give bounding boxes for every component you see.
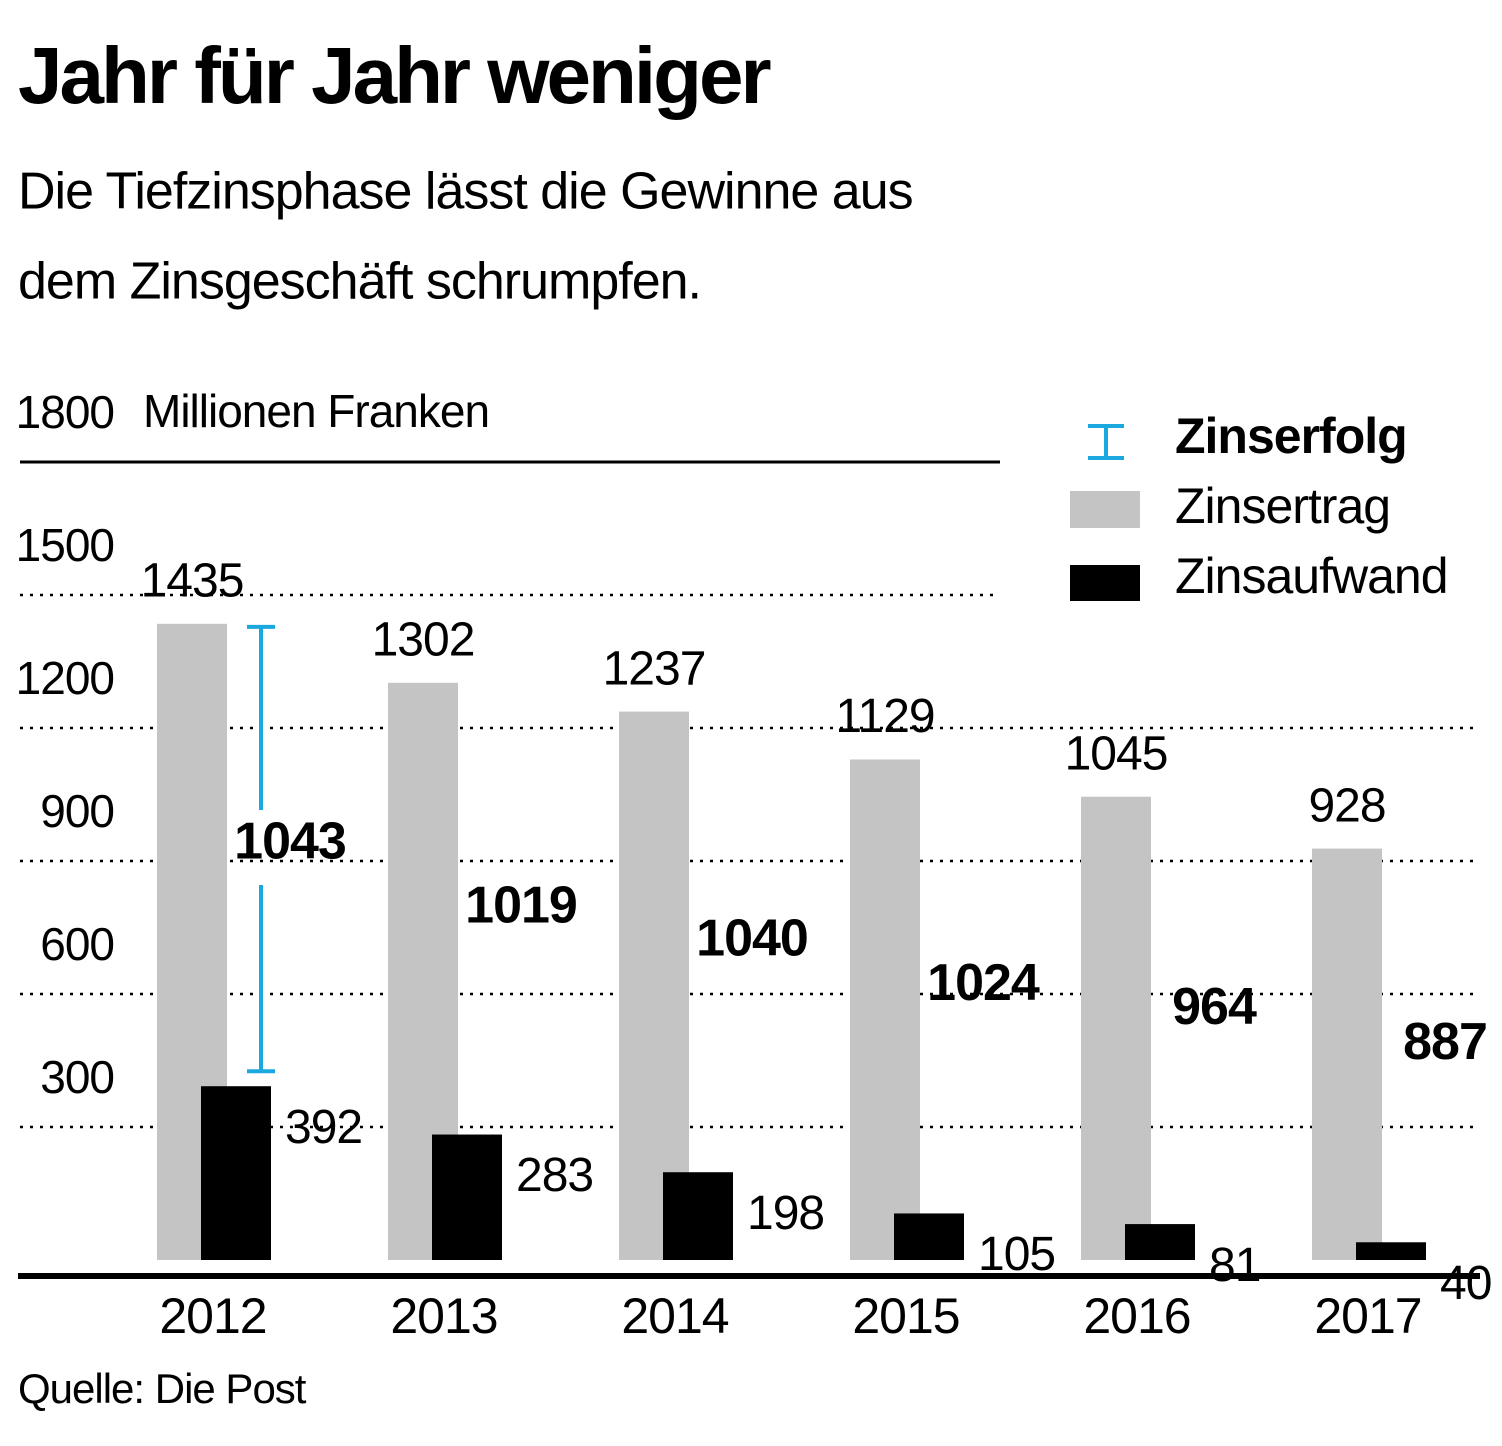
value-label: 1045 — [1065, 727, 1168, 780]
value-label: 392 — [285, 1101, 362, 1154]
bar — [201, 1086, 271, 1260]
x-tick-label: 2014 — [621, 1288, 728, 1344]
bar — [1356, 1242, 1426, 1260]
bar — [894, 1213, 964, 1260]
legend-swatch — [1070, 565, 1140, 601]
y-tick-label: 1200 — [16, 652, 114, 704]
y-axis-unit: Millionen Franken — [143, 385, 489, 437]
value-label: 1129 — [835, 690, 934, 743]
bar — [663, 1172, 733, 1260]
value-label: 1024 — [927, 954, 1040, 1012]
x-tick-label: 2015 — [852, 1288, 959, 1344]
value-label: 1043 — [234, 813, 346, 871]
chart-title: Jahr für Jahr weniger — [18, 31, 770, 120]
value-label: 1040 — [696, 910, 808, 968]
value-label: 40 — [1440, 1257, 1491, 1310]
y-tick-label: 900 — [40, 785, 114, 837]
value-label: 105 — [978, 1228, 1055, 1281]
value-label: 928 — [1308, 779, 1385, 832]
value-label: 198 — [747, 1187, 824, 1240]
y-tick-label: 1800 — [16, 386, 114, 438]
bar — [1312, 848, 1382, 1260]
legend-label: Zinsertrag — [1175, 478, 1390, 534]
y-tick-label: 1500 — [16, 519, 114, 571]
value-label: 283 — [516, 1149, 593, 1202]
value-label: 1435 — [141, 554, 244, 607]
source: Quelle: Die Post — [18, 1365, 307, 1412]
bracket — [247, 624, 275, 1074]
bar — [850, 759, 920, 1260]
chart-subtitle: Die Tiefzinsphase lässt die Gewinne aus — [18, 163, 913, 221]
legend-swatch — [1070, 491, 1140, 528]
value-label: 1302 — [372, 613, 475, 666]
value-label: 1019 — [465, 876, 577, 934]
value-label: 964 — [1172, 978, 1257, 1036]
value-label: 81 — [1209, 1239, 1260, 1292]
legend-icon — [1088, 424, 1124, 460]
x-tick-label: 2013 — [390, 1288, 497, 1344]
y-tick-label: 300 — [40, 1051, 114, 1103]
value-label: 1237 — [603, 642, 706, 695]
bar — [432, 1134, 502, 1260]
legend-label: Zinserfolg — [1175, 408, 1407, 464]
bar — [1081, 796, 1151, 1260]
x-tick-label: 2016 — [1083, 1288, 1190, 1344]
bar — [1125, 1224, 1195, 1260]
x-tick-label: 2017 — [1314, 1288, 1421, 1344]
bar — [619, 711, 689, 1260]
legend-label: Zinsaufwand — [1175, 548, 1448, 604]
x-tick-label: 2012 — [159, 1288, 266, 1344]
chart-subtitle: dem Zinsgeschäft schrumpfen. — [18, 253, 701, 311]
value-label: 887 — [1403, 1013, 1487, 1071]
y-tick-label: 600 — [40, 918, 114, 970]
